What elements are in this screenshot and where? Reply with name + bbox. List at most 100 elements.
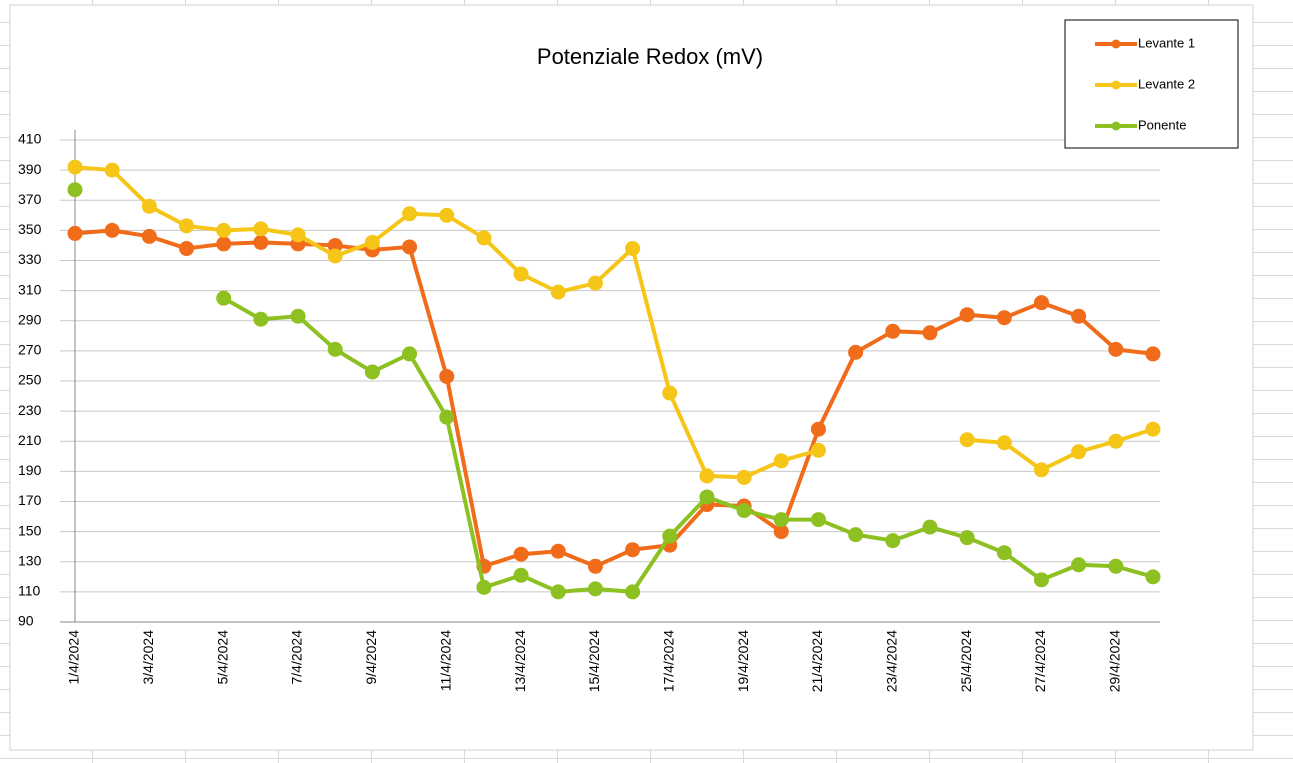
legend-marker: [1111, 80, 1121, 90]
data-point: [810, 421, 826, 437]
data-point: [885, 323, 901, 339]
data-point: [550, 543, 566, 559]
y-tick-label: 150: [18, 522, 42, 538]
data-point: [67, 182, 83, 198]
data-point: [1033, 295, 1049, 311]
data-point: [625, 240, 641, 256]
data-point: [327, 341, 343, 357]
legend-label: Ponente: [1138, 117, 1186, 132]
x-tick-label: 23/4/2024: [883, 630, 899, 692]
data-point: [810, 512, 826, 528]
data-point: [959, 530, 975, 546]
data-point: [1145, 421, 1161, 437]
legend-marker: [1111, 121, 1121, 131]
y-tick-label: 230: [18, 402, 42, 418]
data-point: [402, 346, 418, 362]
y-tick-label: 210: [18, 432, 42, 448]
data-point: [1145, 346, 1161, 362]
x-tick-label: 15/4/2024: [586, 630, 602, 692]
x-tick-label: 29/4/2024: [1107, 630, 1123, 692]
x-tick-label: 11/4/2024: [437, 630, 453, 691]
data-point: [848, 527, 864, 543]
data-point: [625, 584, 641, 600]
data-point: [513, 546, 529, 562]
data-point: [290, 227, 306, 243]
data-point: [996, 435, 1012, 451]
chart-title: Potenziale Redox (mV): [537, 44, 763, 69]
y-tick-label: 350: [18, 221, 42, 237]
data-point: [439, 409, 455, 425]
data-point: [141, 228, 157, 244]
data-point: [662, 528, 678, 544]
data-point: [922, 325, 938, 341]
data-point: [1071, 444, 1087, 460]
data-point: [1108, 558, 1124, 574]
legend-marker: [1111, 39, 1121, 49]
y-tick-label: 310: [18, 281, 42, 297]
y-tick-label: 190: [18, 462, 42, 478]
data-point: [662, 385, 678, 401]
data-point: [810, 442, 826, 458]
data-point: [922, 519, 938, 535]
data-point: [476, 579, 492, 595]
y-tick-label: 330: [18, 251, 42, 267]
data-point: [67, 159, 83, 175]
data-point: [736, 503, 752, 519]
data-point: [550, 284, 566, 300]
legend-label: Levante 2: [1138, 76, 1195, 91]
data-point: [773, 453, 789, 469]
data-point: [513, 266, 529, 282]
y-tick-label: 410: [18, 131, 42, 147]
data-point: [1033, 462, 1049, 478]
data-point: [439, 207, 455, 223]
data-point: [773, 524, 789, 540]
y-tick-label: 370: [18, 191, 42, 207]
data-point: [216, 222, 232, 238]
data-point: [996, 545, 1012, 561]
data-point: [1108, 433, 1124, 449]
data-point: [290, 308, 306, 324]
data-point: [364, 234, 380, 250]
data-point: [959, 432, 975, 448]
x-tick-label: 3/4/2024: [140, 630, 156, 685]
y-tick-label: 170: [18, 492, 42, 508]
y-tick-label: 90: [18, 613, 34, 629]
data-point: [699, 468, 715, 484]
data-point: [736, 469, 752, 485]
y-tick-label: 270: [18, 342, 42, 358]
data-point: [253, 311, 269, 327]
data-point: [439, 368, 455, 384]
x-tick-label: 21/4/2024: [809, 630, 825, 692]
data-point: [587, 581, 603, 597]
data-point: [885, 533, 901, 549]
y-tick-label: 130: [18, 552, 42, 568]
data-point: [141, 198, 157, 214]
data-point: [402, 206, 418, 222]
data-point: [513, 567, 529, 583]
data-point: [216, 290, 232, 306]
data-point: [773, 512, 789, 528]
x-tick-label: 1/4/2024: [66, 630, 82, 685]
x-tick-label: 25/4/2024: [958, 630, 974, 692]
x-tick-label: 27/4/2024: [1032, 630, 1048, 692]
x-tick-label: 7/4/2024: [289, 630, 305, 685]
y-tick-label: 290: [18, 311, 42, 327]
y-tick-label: 250: [18, 372, 42, 388]
data-point: [1145, 569, 1161, 585]
data-point: [587, 558, 603, 574]
data-point: [587, 275, 603, 291]
x-tick-label: 13/4/2024: [512, 630, 528, 692]
data-point: [253, 221, 269, 237]
data-point: [1071, 308, 1087, 324]
x-tick-label: 9/4/2024: [363, 630, 379, 685]
x-tick-label: 19/4/2024: [735, 630, 751, 692]
data-point: [550, 584, 566, 600]
data-point: [959, 307, 975, 323]
data-point: [1108, 341, 1124, 357]
data-point: [104, 162, 120, 178]
data-point: [216, 236, 232, 252]
data-point: [179, 240, 195, 256]
data-point: [625, 542, 641, 558]
data-point: [179, 218, 195, 234]
